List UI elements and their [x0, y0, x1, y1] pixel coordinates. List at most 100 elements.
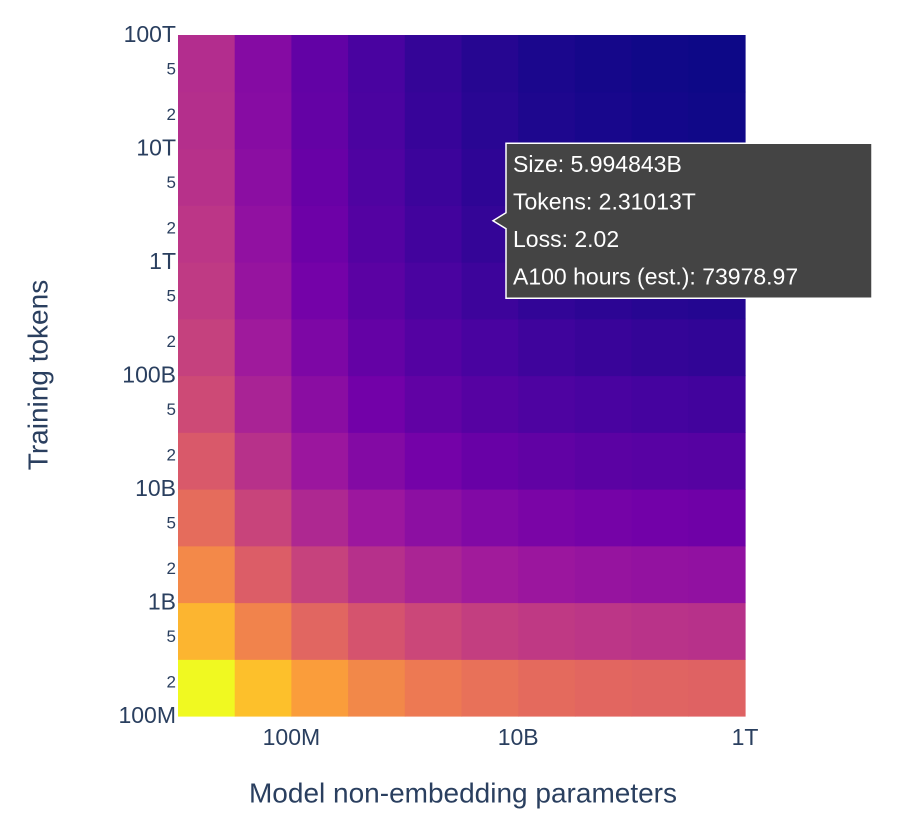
- heatmap-cell[interactable]: [234, 489, 292, 547]
- heatmap-cell[interactable]: [348, 205, 406, 263]
- heatmap-cell[interactable]: [461, 375, 519, 433]
- heatmap-cell[interactable]: [234, 602, 292, 660]
- heatmap-cell[interactable]: [518, 432, 576, 490]
- heatmap-cell[interactable]: [404, 205, 463, 263]
- heatmap-cell[interactable]: [291, 432, 349, 490]
- heatmap-cell[interactable]: [688, 659, 746, 717]
- heatmap-cell[interactable]: [348, 91, 406, 150]
- heatmap-cell[interactable]: [291, 545, 349, 604]
- heatmap-cell[interactable]: [291, 262, 349, 320]
- heatmap-cell[interactable]: [631, 545, 689, 604]
- heatmap-cell[interactable]: [574, 602, 633, 660]
- heatmap-cell[interactable]: [178, 545, 236, 604]
- heatmap-cell[interactable]: [688, 35, 746, 93]
- heatmap-cell[interactable]: [404, 432, 463, 490]
- heatmap-cell[interactable]: [291, 602, 349, 660]
- heatmap-cell[interactable]: [291, 375, 349, 433]
- heatmap-cell[interactable]: [518, 35, 576, 93]
- heatmap-cell[interactable]: [348, 35, 406, 93]
- heatmap-cell[interactable]: [348, 659, 406, 717]
- heatmap-cell[interactable]: [461, 35, 519, 93]
- heatmap-cell[interactable]: [518, 659, 576, 717]
- heatmap-cell[interactable]: [291, 205, 349, 263]
- heatmap-cell[interactable]: [574, 659, 633, 717]
- heatmap-cell[interactable]: [178, 35, 236, 93]
- heatmap-cell[interactable]: [404, 602, 463, 660]
- heatmap-cell[interactable]: [461, 489, 519, 547]
- heatmap-cell[interactable]: [348, 375, 406, 433]
- heatmap-cell[interactable]: [178, 205, 236, 263]
- heatmap-cell[interactable]: [178, 91, 236, 150]
- heatmap-cell[interactable]: [404, 659, 463, 717]
- heatmap-cell[interactable]: [348, 148, 406, 206]
- heatmap-cell[interactable]: [688, 545, 746, 604]
- heatmap-cell[interactable]: [178, 262, 236, 320]
- heatmap-cell[interactable]: [631, 91, 689, 150]
- heatmap-cell[interactable]: [404, 375, 463, 433]
- heatmap-cell[interactable]: [404, 262, 463, 320]
- heatmap-cell[interactable]: [461, 318, 519, 377]
- heatmap-cell[interactable]: [178, 489, 236, 547]
- heatmap-cell[interactable]: [291, 148, 349, 206]
- heatmap-cell[interactable]: [234, 205, 292, 263]
- heatmap-cell[interactable]: [348, 602, 406, 660]
- heatmap-cell[interactable]: [348, 262, 406, 320]
- heatmap-cell[interactable]: [518, 91, 576, 150]
- heatmap-cell[interactable]: [631, 489, 689, 547]
- heatmap-cell[interactable]: [404, 489, 463, 547]
- heatmap-cell[interactable]: [291, 91, 349, 150]
- heatmap-cell[interactable]: [291, 318, 349, 377]
- heatmap-cell[interactable]: [518, 375, 576, 433]
- heatmap-cell[interactable]: [348, 489, 406, 547]
- heatmap-cell[interactable]: [178, 659, 236, 717]
- heatmap-cell[interactable]: [688, 91, 746, 150]
- heatmap-cell[interactable]: [631, 602, 689, 660]
- heatmap-cell[interactable]: [631, 375, 689, 433]
- heatmap-cell[interactable]: [178, 602, 236, 660]
- heatmap-cell[interactable]: [574, 35, 633, 93]
- heatmap-cell[interactable]: [291, 35, 349, 93]
- heatmap-cell[interactable]: [178, 375, 236, 433]
- heatmap-cell[interactable]: [234, 659, 292, 717]
- heatmap-cell[interactable]: [404, 318, 463, 377]
- heatmap-cell[interactable]: [291, 659, 349, 717]
- heatmap-cell[interactable]: [461, 602, 519, 660]
- heatmap-cell[interactable]: [461, 432, 519, 490]
- heatmap-cell[interactable]: [574, 489, 633, 547]
- heatmap-cell[interactable]: [291, 489, 349, 547]
- heatmap-cell[interactable]: [178, 318, 236, 377]
- heatmap-cell[interactable]: [234, 148, 292, 206]
- heatmap-cell[interactable]: [461, 659, 519, 717]
- heatmap-cell[interactable]: [688, 432, 746, 490]
- heatmap-cell[interactable]: [574, 432, 633, 490]
- heatmap-cell[interactable]: [234, 318, 292, 377]
- heatmap-cell[interactable]: [404, 91, 463, 150]
- heatmap-cell[interactable]: [234, 91, 292, 150]
- heatmap-cell[interactable]: [631, 318, 689, 377]
- heatmap-cell[interactable]: [688, 489, 746, 547]
- heatmap-cell[interactable]: [574, 318, 633, 377]
- heatmap-cell[interactable]: [234, 35, 292, 93]
- heatmap-cell[interactable]: [348, 318, 406, 377]
- heatmap-cell[interactable]: [631, 35, 689, 93]
- heatmap-cell[interactable]: [518, 545, 576, 604]
- heatmap-cell[interactable]: [178, 432, 236, 490]
- heatmap-cell[interactable]: [574, 545, 633, 604]
- heatmap-cell[interactable]: [631, 659, 689, 717]
- heatmap-cell[interactable]: [404, 148, 463, 206]
- heatmap-cell[interactable]: [518, 318, 576, 377]
- heatmap-cell[interactable]: [348, 545, 406, 604]
- heatmap-cell[interactable]: [688, 375, 746, 433]
- heatmap-cell[interactable]: [234, 545, 292, 604]
- heatmap-cell[interactable]: [461, 545, 519, 604]
- heatmap-cell[interactable]: [404, 35, 463, 93]
- heatmap-cell[interactable]: [518, 602, 576, 660]
- heatmap-cell[interactable]: [518, 489, 576, 547]
- heatmap-cell[interactable]: [234, 375, 292, 433]
- heatmap-cell[interactable]: [234, 262, 292, 320]
- heatmap-cell[interactable]: [574, 375, 633, 433]
- heatmap-cell[interactable]: [234, 432, 292, 490]
- heatmap-cell[interactable]: [404, 545, 463, 604]
- heatmap-cell[interactable]: [574, 91, 633, 150]
- heatmap-cell[interactable]: [631, 432, 689, 490]
